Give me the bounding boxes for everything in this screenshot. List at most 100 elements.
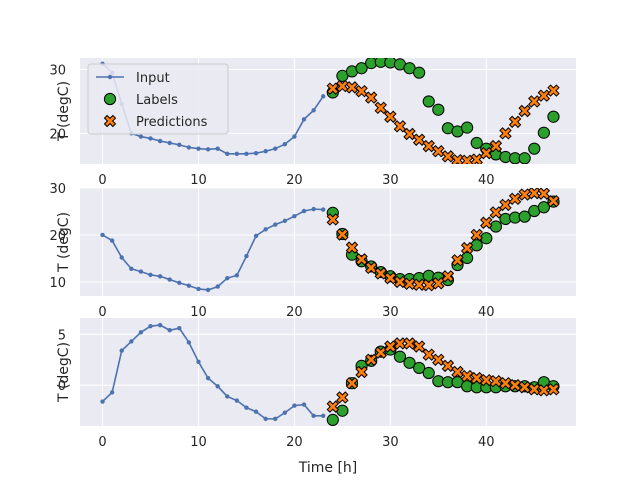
prediction-marker <box>326 213 340 226</box>
input-point <box>263 149 268 154</box>
y-axis-label: T (degC) <box>56 212 72 273</box>
x-tick-label: 20 <box>286 173 303 188</box>
y-tick-label: 20 <box>49 229 66 244</box>
prediction-marker <box>326 400 340 413</box>
label-point <box>461 121 474 134</box>
input-point <box>301 402 307 407</box>
prediction-marker <box>345 377 359 390</box>
input-point <box>138 269 144 274</box>
y-axis-label: T (degC) <box>56 342 72 403</box>
data-layer <box>100 188 560 293</box>
input-point <box>157 274 163 279</box>
input-point <box>244 151 249 156</box>
legend-labels-marker <box>103 92 117 106</box>
prediction-marker <box>470 153 483 164</box>
input-point <box>225 394 230 399</box>
prediction-marker <box>480 146 493 160</box>
prediction-marker <box>547 84 560 97</box>
prediction-marker <box>508 115 522 129</box>
prediction-marker <box>403 337 416 350</box>
y-tick-label: 20 <box>49 127 66 142</box>
input-point <box>282 142 288 147</box>
legend-box <box>87 63 229 135</box>
x-tick-label: 30 <box>382 173 399 188</box>
input-point <box>186 145 192 150</box>
x-tick-label: 0 <box>98 435 106 450</box>
legend: Input Labels Predictions <box>87 63 229 135</box>
input-point <box>292 134 297 139</box>
label-point <box>518 210 531 223</box>
label-point <box>528 142 541 155</box>
y-tick-label: 5 <box>58 328 66 343</box>
input-point <box>109 238 115 243</box>
input-point <box>177 325 182 331</box>
prediction-marker <box>374 101 387 115</box>
x-tick-label: 10 <box>190 305 207 320</box>
input-point <box>119 348 124 353</box>
prediction-marker <box>499 127 512 140</box>
prediction-marker <box>528 95 541 108</box>
input-point <box>263 416 268 422</box>
input-point <box>253 409 259 414</box>
prediction-marker <box>412 340 426 353</box>
y-tick-label: 10 <box>49 276 66 291</box>
legend-entry-label: Input <box>136 71 170 86</box>
x-tick-label: 30 <box>382 305 399 320</box>
label-point <box>393 350 407 363</box>
input-point <box>311 413 316 419</box>
y-tick-label: 30 <box>49 63 66 78</box>
input-point <box>321 94 326 99</box>
legend-predictions-marker <box>103 114 117 128</box>
input-point <box>129 266 134 271</box>
input-point <box>177 142 182 148</box>
input-point <box>234 398 240 403</box>
prediction-marker <box>336 391 349 404</box>
input-point <box>253 233 259 239</box>
input-point <box>244 405 249 410</box>
prediction-marker <box>451 254 464 267</box>
input-point <box>196 286 201 292</box>
y-tick-label: 0 <box>58 379 66 394</box>
x-tick-label: 10 <box>190 435 207 450</box>
prediction-marker <box>480 216 493 229</box>
input-point <box>177 280 182 286</box>
prediction-marker <box>499 198 512 212</box>
label-point <box>461 251 474 265</box>
input-point <box>292 213 297 219</box>
x-tick-label: 20 <box>286 435 303 450</box>
input-point <box>215 384 220 389</box>
input-point <box>148 136 153 141</box>
x-tick-label: 0 <box>98 173 106 188</box>
label-point <box>537 126 550 139</box>
x-axis-label: Time [h] <box>298 460 358 476</box>
input-point <box>321 413 326 419</box>
label-point <box>413 361 426 375</box>
x-tick-label: 10 <box>190 173 207 188</box>
input-point <box>311 108 316 113</box>
label-point <box>422 366 435 380</box>
label-point <box>489 220 502 233</box>
prediction-marker <box>374 346 387 359</box>
prediction-marker <box>384 110 397 123</box>
prediction-marker <box>326 82 340 95</box>
prediction-marker <box>537 89 551 102</box>
input-point <box>263 227 268 232</box>
input-point <box>234 273 240 278</box>
input-point <box>196 146 201 151</box>
label-point <box>518 152 531 164</box>
input-point <box>301 208 307 214</box>
input-point <box>157 138 163 144</box>
label-point <box>355 62 368 75</box>
y-tick-label: 30 <box>49 182 66 197</box>
prediction-marker <box>355 365 368 379</box>
subplot-3: 0 10 20 30 40 0 5T (degC) Time [h] <box>56 318 576 476</box>
x-tick-label: 40 <box>478 173 495 188</box>
prediction-marker <box>384 340 397 353</box>
prediction-marker <box>345 241 359 254</box>
input-point <box>148 323 153 329</box>
input-point <box>148 272 153 278</box>
input-point <box>100 399 105 404</box>
input-point <box>253 150 259 156</box>
input-point <box>157 322 163 328</box>
